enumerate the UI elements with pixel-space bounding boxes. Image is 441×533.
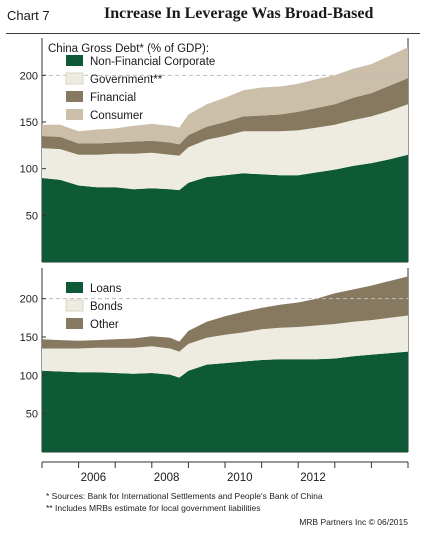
chart-title: Increase In Leverage Was Broad-Based — [104, 5, 374, 22]
y-tick-label: 50 — [26, 210, 38, 222]
area-financial — [42, 78, 408, 156]
legend-item-government: Government** — [65, 72, 163, 86]
legend-swatch — [66, 55, 83, 66]
series-areas — [42, 276, 408, 452]
legend-label: Other — [90, 319, 119, 331]
legend-swatch — [66, 318, 83, 329]
y-tick-label: 150 — [20, 332, 38, 344]
legend-swatch — [65, 299, 84, 312]
legend-label: Consumer — [90, 110, 143, 122]
legend-swatch — [66, 282, 83, 293]
area-consumer — [42, 47, 408, 145]
area-bonds — [42, 315, 408, 378]
legend: Non-Financial Corporate Government** Finan… — [65, 55, 215, 122]
legend-label: Government** — [90, 74, 163, 86]
legend: Loans Bonds Other — [65, 282, 123, 331]
y-tick-label: 200 — [20, 294, 38, 306]
legend-label: Non-Financial Corporate — [90, 56, 215, 68]
area-government — [42, 104, 408, 191]
copyright-credit: MRB Partners Inc © 06/2015 — [299, 517, 408, 527]
area-loans — [42, 351, 408, 452]
legend-label: Financial — [90, 92, 136, 104]
x-tick-label: 2006 — [81, 472, 107, 484]
y-tick-label: 50 — [26, 409, 38, 421]
legend-item-financial: Financial — [66, 91, 136, 104]
area-non-financial-corporate — [42, 154, 408, 262]
chart-header: Chart 7 Increase In Leverage Was Broad-B… — [0, 0, 441, 34]
top-panel: 50 100 150 200 China Gross Debt* (% of GDP):… — [20, 38, 409, 263]
y-tick-label: 150 — [20, 117, 38, 129]
legend-item-consumer: Consumer — [66, 109, 143, 122]
legend-swatch — [66, 109, 83, 120]
legend-swatch — [66, 91, 83, 102]
y-tick-label: 200 — [20, 70, 38, 82]
legend-item-bonds: Bonds — [65, 299, 123, 313]
chart-number: Chart 7 — [7, 8, 50, 23]
area-other — [42, 276, 408, 352]
source-footnote: * Sources: Bank for International Settle… — [46, 491, 323, 501]
y-tick-label: 100 — [20, 370, 38, 382]
legend-item-other: Other — [66, 318, 119, 331]
legend-swatch — [65, 72, 84, 85]
x-tick-label: 2008 — [154, 472, 180, 484]
x-tick-label: 2010 — [227, 472, 253, 484]
header-divider — [6, 33, 420, 34]
legend-item-loans: Loans — [66, 282, 122, 295]
y-tick-label: 100 — [20, 164, 38, 176]
bottom-panel: 50 100 150 200 Loans Bonds Other — [20, 268, 409, 453]
x-tick-label: 2012 — [300, 472, 326, 484]
series-areas — [42, 47, 408, 262]
includes-footnote: ** Includes MRBs estimate for local gove… — [46, 503, 261, 513]
legend-label: Loans — [90, 283, 122, 295]
legend-item-non-financial-corporate: Non-Financial Corporate — [66, 55, 215, 68]
panel-title: China Gross Debt* (% of GDP): — [48, 43, 209, 55]
x-axis: 2006 2008 2010 2012 — [41, 461, 409, 484]
legend-label: Bonds — [90, 301, 123, 313]
